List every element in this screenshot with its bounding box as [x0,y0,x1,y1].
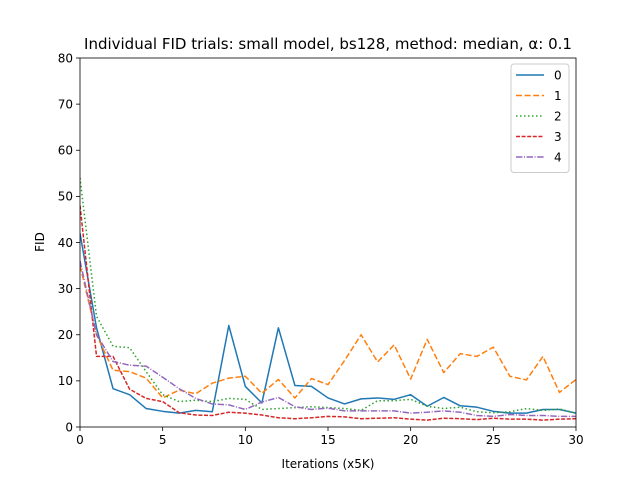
x-tick-label: 10 [238,433,253,447]
y-tick-label: 10 [58,374,73,388]
legend-entry-4: 4 [516,151,562,165]
series-line-2 [80,177,576,414]
legend-box [510,63,570,173]
y-tick-label: 0 [65,420,73,434]
x-tick-label: 5 [159,433,167,447]
y-tick-label: 40 [58,236,73,250]
legend-entry-2: 2 [516,110,562,124]
series-line-4 [80,260,576,418]
x-tick-label: 15 [320,433,335,447]
y-tick-label: 20 [58,328,73,342]
x-tick-label: 20 [403,433,418,447]
legend-label: 4 [554,151,562,165]
chart-title: Individual FID trials: small model, bs12… [84,35,572,53]
x-tick-label: 0 [76,433,84,447]
x-tick-label: 25 [486,433,501,447]
series-line-3 [80,205,576,421]
x-tick-label: 30 [568,433,583,447]
series-line-0 [80,233,576,414]
y-tick-label: 50 [58,190,73,204]
legend-label: 0 [554,69,562,83]
legend-entry-1: 1 [516,89,562,103]
legend: 0 1 2 3 4 [510,63,570,173]
y-tick-label: 60 [58,144,73,158]
series-line-1 [80,265,576,399]
y-axis-label: FID [33,232,47,252]
legend-entry-3: 3 [516,130,562,144]
y-tick-label: 80 [58,51,73,65]
legend-label: 1 [554,89,562,103]
legend-label: 2 [554,110,562,124]
x-axis-label: Iterations (x5K) [282,457,375,471]
y-tick-label: 70 [58,97,73,111]
y-tick-label: 30 [58,282,73,296]
legend-entry-0: 0 [516,69,562,83]
legend-label: 3 [554,130,562,144]
